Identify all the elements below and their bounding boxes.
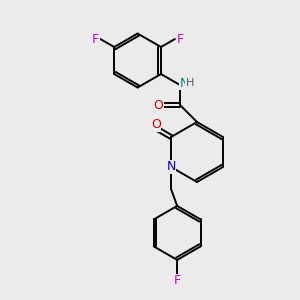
Text: F: F: [176, 32, 183, 46]
Text: F: F: [174, 274, 181, 287]
Text: N: N: [166, 160, 176, 173]
Text: N: N: [179, 76, 189, 89]
Text: O: O: [151, 118, 160, 131]
Text: O: O: [153, 98, 163, 112]
Text: F: F: [92, 32, 99, 46]
Text: H: H: [186, 78, 194, 88]
